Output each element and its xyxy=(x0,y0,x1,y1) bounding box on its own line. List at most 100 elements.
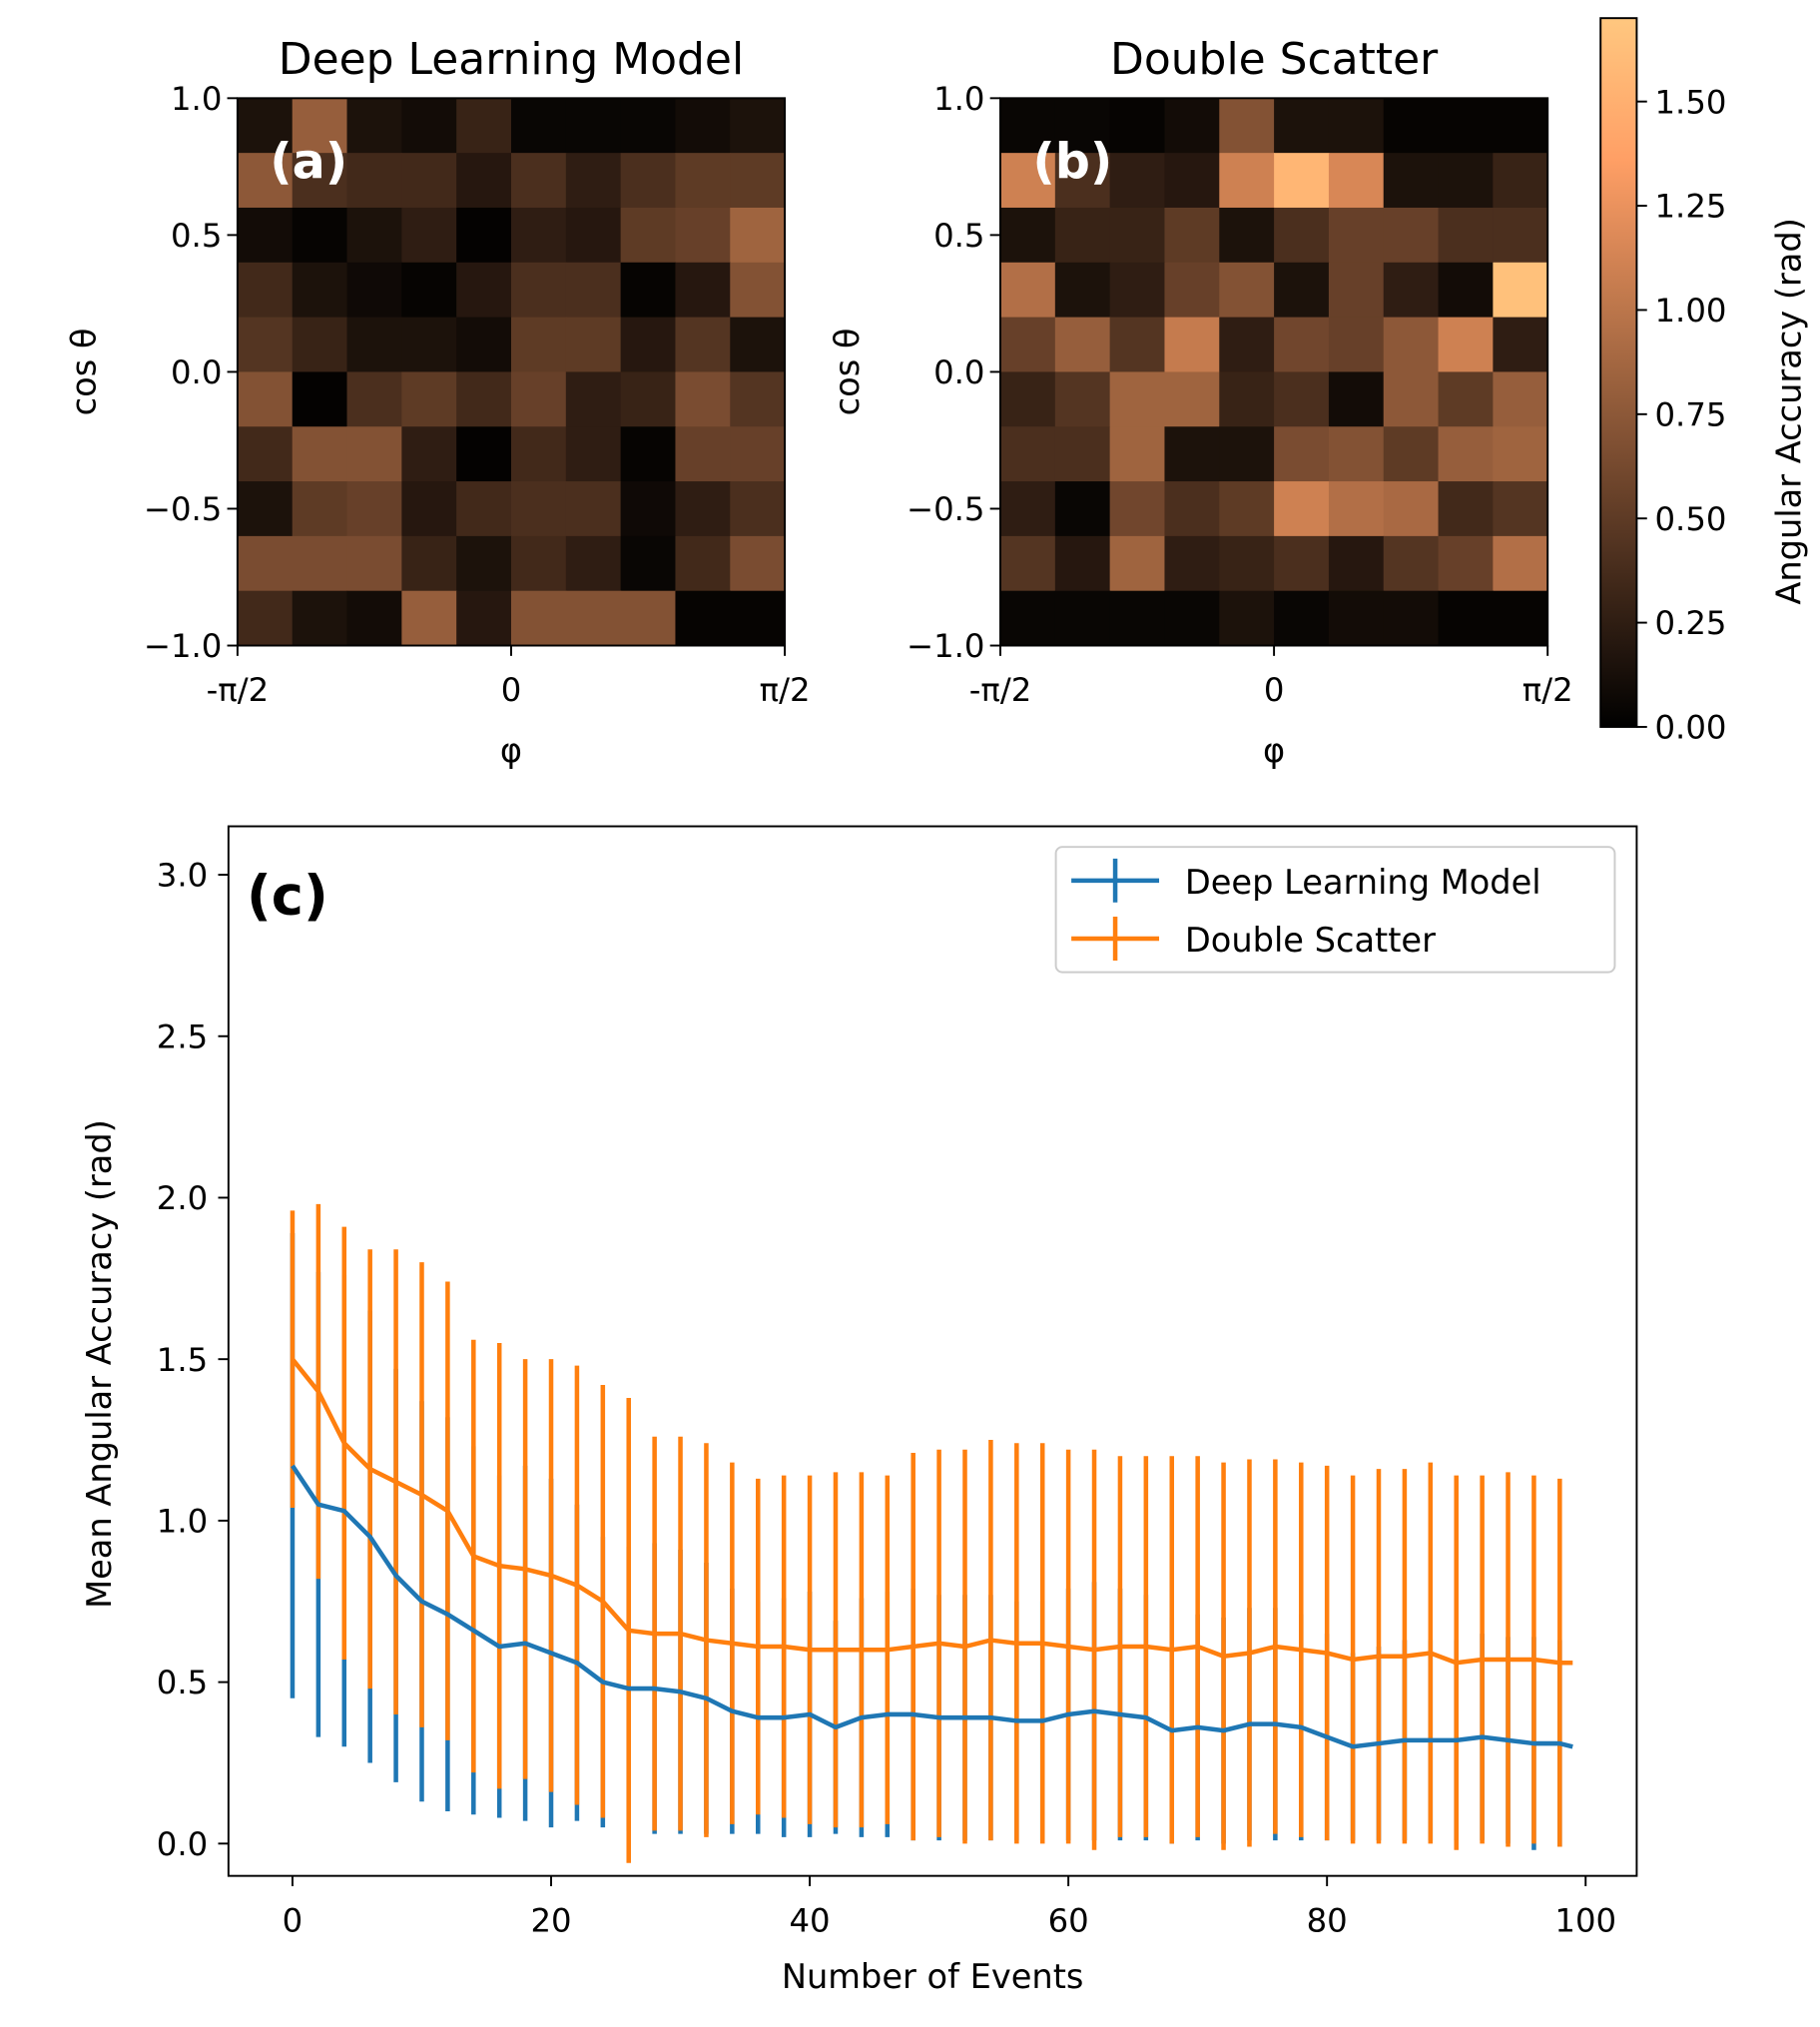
heatmap-cell xyxy=(1164,371,1220,427)
heatmap-cell xyxy=(510,207,567,264)
heatmap-cell xyxy=(620,481,677,537)
heatmap-cell xyxy=(401,590,457,647)
heatmap-cell xyxy=(456,481,512,537)
panel-label: (a) xyxy=(270,132,347,190)
heatmap-cell xyxy=(510,590,567,647)
heatmap-cell xyxy=(1164,481,1220,537)
heatmap-cell xyxy=(1383,98,1440,154)
heatmap-cell xyxy=(730,98,786,154)
heatmap-cell xyxy=(401,371,457,427)
heatmap-cell xyxy=(1109,426,1166,482)
heatmap-cell xyxy=(1383,153,1440,209)
heatmap-cell xyxy=(565,590,622,647)
y-axis-label: cos θ xyxy=(65,329,104,416)
heatmap-cell xyxy=(620,371,677,427)
heatmap-cell xyxy=(1383,426,1440,482)
heatmap-cell xyxy=(675,590,731,647)
heatmap-cell xyxy=(1383,371,1440,427)
heatmap-cell xyxy=(730,535,786,592)
y-tick-label: 3.0 xyxy=(157,857,208,895)
heatmap-cell xyxy=(1274,371,1330,427)
heatmap-cell xyxy=(346,153,402,209)
heatmap-cell xyxy=(1219,98,1275,154)
y-axis-label: cos θ xyxy=(828,329,867,416)
heatmap-cell xyxy=(510,153,567,209)
heatmap-cell xyxy=(292,262,348,319)
y-tick-label: 0.5 xyxy=(933,217,984,255)
series-line xyxy=(291,1357,1573,1666)
heatmap-cell xyxy=(1438,207,1495,264)
heatmap-cell xyxy=(510,262,567,319)
heatmap-cell xyxy=(346,426,402,482)
heatmap-cell xyxy=(292,426,348,482)
heatmap-cell xyxy=(1054,317,1111,373)
heatmap-cell xyxy=(401,153,457,209)
heatmap-cell xyxy=(1000,371,1056,427)
heatmap-cell xyxy=(1164,153,1220,209)
heatmap-cell xyxy=(730,481,786,537)
heatmap-cell xyxy=(346,535,402,592)
heatmap-cell xyxy=(1054,371,1111,427)
y-tick-label: 0.0 xyxy=(157,1825,208,1863)
heatmap-cell xyxy=(292,481,348,537)
heatmap-cell xyxy=(292,317,348,373)
heatmap-cell xyxy=(456,371,512,427)
x-axis-label: φ xyxy=(1263,731,1285,770)
heatmap-cell xyxy=(1274,98,1330,154)
y-tick-label: 0.5 xyxy=(157,1664,208,1701)
heatmap-cell xyxy=(1109,98,1166,154)
heatmap-cell xyxy=(1383,262,1440,319)
chart-title: Double Scatter xyxy=(1110,34,1439,85)
x-tick-label: π/2 xyxy=(760,671,811,709)
heatmap-cell xyxy=(456,426,512,482)
heatmap-cell xyxy=(1493,426,1548,482)
heatmap-cell xyxy=(1493,317,1548,373)
heatmap-cell xyxy=(620,262,677,319)
heatmap-cell xyxy=(456,207,512,264)
y-tick-label: −0.5 xyxy=(144,490,222,528)
heatmap-cell xyxy=(510,535,567,592)
heatmap-cell xyxy=(620,317,677,373)
heatmap-cell xyxy=(1493,262,1548,319)
heatmap-cell xyxy=(292,535,348,592)
heatmap-cell xyxy=(1164,590,1220,647)
panel-label: (b) xyxy=(1032,132,1112,190)
x-tick-label: 40 xyxy=(790,1901,831,1939)
heatmap-cell xyxy=(1000,535,1056,592)
heatmap-cell xyxy=(1493,153,1548,209)
heatmap-cell xyxy=(1274,207,1330,264)
heatmap-cell xyxy=(1438,535,1495,592)
heatmap-cell xyxy=(1383,590,1440,647)
heatmap-cell xyxy=(1054,481,1111,537)
heatmap-cell xyxy=(1493,481,1548,537)
y-tick-label: 1.0 xyxy=(171,80,222,118)
heatmap-cell xyxy=(1219,371,1275,427)
heatmap-cell xyxy=(237,98,294,154)
x-tick-label: 0 xyxy=(283,1901,303,1939)
heatmap-cell xyxy=(401,98,457,154)
heatmap-cell xyxy=(1328,153,1385,209)
y-axis-label: Mean Angular Accuracy (rad) xyxy=(80,1119,119,1609)
chart-title: Deep Learning Model xyxy=(279,34,744,85)
heatmap-cell xyxy=(730,317,786,373)
colorbar-tick-label: 1.25 xyxy=(1655,188,1727,226)
heatmap-cell xyxy=(620,153,677,209)
heatmap-cell xyxy=(1164,262,1220,319)
heatmap-cell xyxy=(401,207,457,264)
colorbar-tick-label: 1.00 xyxy=(1655,292,1727,330)
heatmap-cell xyxy=(1164,426,1220,482)
heatmap-cell xyxy=(1000,590,1056,647)
heatmap-cell xyxy=(1328,481,1385,537)
heatmap-cell xyxy=(1219,262,1275,319)
heatmap-cell xyxy=(237,153,294,209)
x-tick-label: 60 xyxy=(1048,1901,1089,1939)
heatmap-cell xyxy=(1383,535,1440,592)
heatmap-cell xyxy=(1274,590,1330,647)
heatmap-cell xyxy=(1219,317,1275,373)
heatmap-cell xyxy=(510,481,567,537)
heatmap-cell xyxy=(1000,426,1056,482)
heatmap-cell xyxy=(1274,535,1330,592)
heatmap-cell xyxy=(510,371,567,427)
